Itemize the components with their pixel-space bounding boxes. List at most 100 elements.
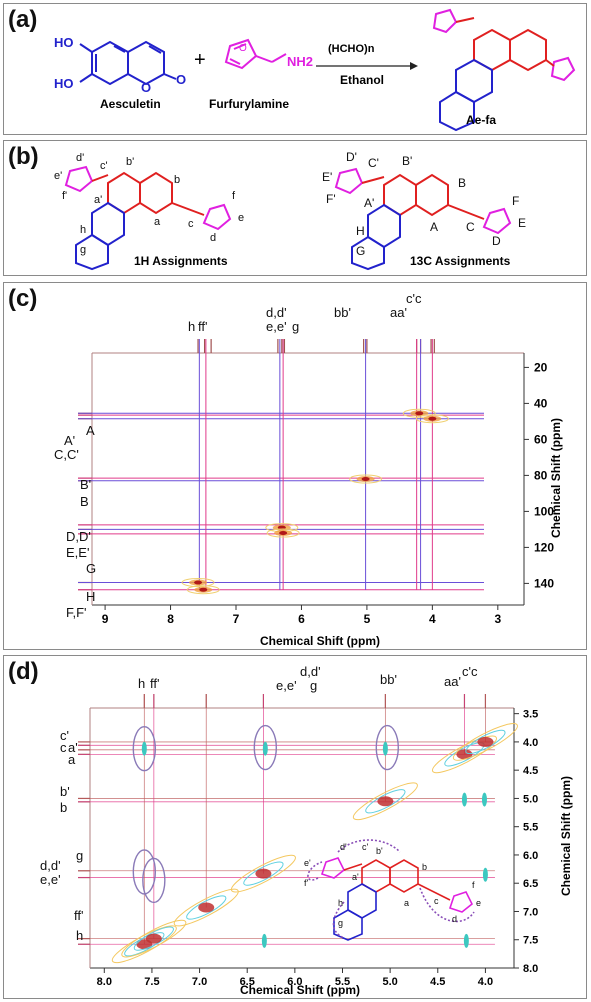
cosy-y-axis-label: Chemical Shift (ppm) (559, 776, 573, 896)
cosy-left-labels: c' c a' a b' b g d,d' e,e' ff' h (40, 728, 83, 943)
h-letter: b (174, 174, 180, 186)
cosy-highlight-ellipse (375, 724, 399, 771)
c-letter: D' (346, 150, 357, 164)
cosy-diagonal-contour-inner (133, 926, 174, 951)
h-letter: c' (100, 160, 108, 172)
cosy-inset-letters: d' c' b' a' e' f' h g a b c d e f (304, 842, 481, 928)
hsqc-left-label: B' (80, 477, 91, 492)
cosy-marks (78, 694, 518, 964)
furfurylamine-structure (224, 38, 287, 70)
h-caption: 1H Assignments (134, 254, 228, 268)
cosy-x-tick-label: 7.0 (192, 976, 207, 988)
cosy-diagonal-peak (477, 736, 494, 747)
inset-letter: h (338, 898, 343, 908)
cosy-top-label: aa' (444, 674, 461, 689)
reactant2-name: Furfurylamine (209, 97, 289, 111)
hsqc-crosspeak-contour (266, 528, 300, 538)
cosy-left-label: b' (60, 784, 70, 799)
c-letter: B' (402, 154, 412, 168)
cosy-cross-peak (141, 741, 147, 756)
cosy-y-tick-label: 3.5 (523, 709, 538, 721)
h-letter: e (238, 212, 244, 224)
cosy-x-tick-label: 7.5 (144, 976, 159, 988)
hsqc-top-labels: h ff' e,e' d,d' g bb' aa' c'c (188, 291, 422, 334)
hsqc-crosspeak-contour (349, 474, 383, 484)
cosy-y-tick-label: 4.0 (523, 737, 538, 749)
cosy-left-label: d,d' (40, 858, 61, 873)
hsqc-marks (78, 339, 484, 595)
hsqc-y-tick-label: 120 (534, 540, 554, 554)
hsqc-x-tick-label: 3 (494, 612, 501, 626)
hsqc-crosspeak-core (428, 416, 437, 421)
hsqc-top-label: e,e' (266, 319, 287, 334)
cosy-diagonal-contour-inner (186, 895, 227, 920)
h-letter: g (80, 244, 86, 256)
cosy-left-label: a (68, 752, 76, 767)
cosy-highlight-ellipse (142, 857, 166, 904)
nh2-label: NH2 (287, 54, 313, 69)
cosy-x-tick-label: 5.0 (382, 976, 397, 988)
h-letter: b' (126, 156, 134, 168)
h-letter: d (210, 232, 216, 244)
reagent-label: (HCHO)n (328, 43, 375, 55)
hsqc-chart: 9 8 7 6 5 4 3 20 40 60 80 100 120 140 h ff' e,e' d,d'… (54, 291, 563, 648)
cosy-top-label: g (310, 678, 317, 693)
c-letter: C (466, 220, 475, 234)
cosy-highlight-ellipse (132, 725, 157, 772)
cosy-cross-peak (461, 792, 467, 807)
c-letter: H (356, 224, 365, 238)
inset-letter: e' (304, 858, 311, 868)
inset-letter: d (452, 914, 457, 924)
cosy-diagonal-contour (121, 919, 187, 958)
cosy-static: 8.0 7.5 7.0 6.5 6.0 5.5 5.0 4.5 4.0 3.5 4.0 4.5 5.0 5… (89, 707, 538, 988)
cosy-y-tick-label: 7.0 (523, 906, 538, 918)
inset-letter: a (404, 898, 409, 908)
reaction-arrow (316, 62, 418, 70)
h-letter: c (188, 218, 194, 230)
c-letter: F (512, 194, 519, 208)
hsqc-top-label: g (292, 319, 299, 334)
inset-letter: c' (362, 842, 369, 852)
cosy-diagonal-peak (145, 933, 162, 944)
panel-d: (d) 8.0 7.5 7.0 6.5 6.0 5.5 5.0 4.5 4.0 3.5 4.0 4.5… (3, 655, 587, 999)
hsqc-top-label: aa' (390, 305, 407, 320)
hsqc-crosspeak-core (415, 411, 424, 416)
cosy-highlight-ellipse (253, 724, 278, 771)
cosy-y-tick-label: 6.5 (523, 878, 538, 890)
hsqc-crosspeak-core (194, 580, 203, 585)
cosy-diagonal-contour (173, 888, 239, 927)
hsqc-y-tick-label: 20 (534, 360, 548, 374)
hsqc-y-tick-label: 100 (534, 504, 554, 518)
cosy-cross-peak (262, 741, 268, 756)
cosy-x-axis-label: Chemical Shift (ppm) (240, 983, 360, 997)
h-letter: f (232, 190, 236, 202)
cosy-left-label: ff' (74, 908, 83, 923)
cosy-top-label: h (138, 676, 145, 691)
cosy-diagonal-contour-inner (365, 789, 406, 814)
inset-letter: d' (340, 842, 347, 852)
hsqc-x-axis-label: Chemical Shift (ppm) (260, 634, 380, 648)
hsqc-x-tick-label: 8 (167, 612, 174, 626)
cosy-x-tick-label: 6.5 (240, 976, 255, 988)
inset-letter: g (338, 918, 343, 928)
inset-letter: a' (352, 872, 359, 882)
inset-letter: f (472, 880, 475, 890)
cosy-diagonal-contour-inner (243, 861, 284, 886)
cosy-diagonal-contour (431, 735, 497, 774)
cosy-diagonal-contour (452, 723, 518, 761)
hsqc-left-label: C,C' (54, 447, 79, 462)
hsqc-left-label: D,D' (66, 529, 91, 544)
cosy-top-label: ff' (150, 676, 159, 691)
panel-c-label: (c) (8, 285, 38, 312)
reaction-scheme: HO HO O O + O NH2 (HCHO)n Ethanol (54, 8, 576, 132)
ho-label-2: HO (54, 76, 74, 91)
c-assignment-structure (334, 167, 512, 271)
cosy-x-tick-label: 4.0 (478, 976, 493, 988)
cosy-chart: 8.0 7.5 7.0 6.5 6.0 5.5 5.0 4.5 4.0 3.5 4.0 4.5 5.0 5… (40, 664, 573, 997)
aesculetin-structure (79, 40, 177, 86)
cosy-left-label: e,e' (40, 872, 61, 887)
hsqc-crosspeak-contour (402, 408, 436, 418)
solvent-label: Ethanol (340, 73, 384, 87)
c-letter: A (430, 220, 438, 234)
hsqc-crosspeak-core (279, 531, 288, 535)
